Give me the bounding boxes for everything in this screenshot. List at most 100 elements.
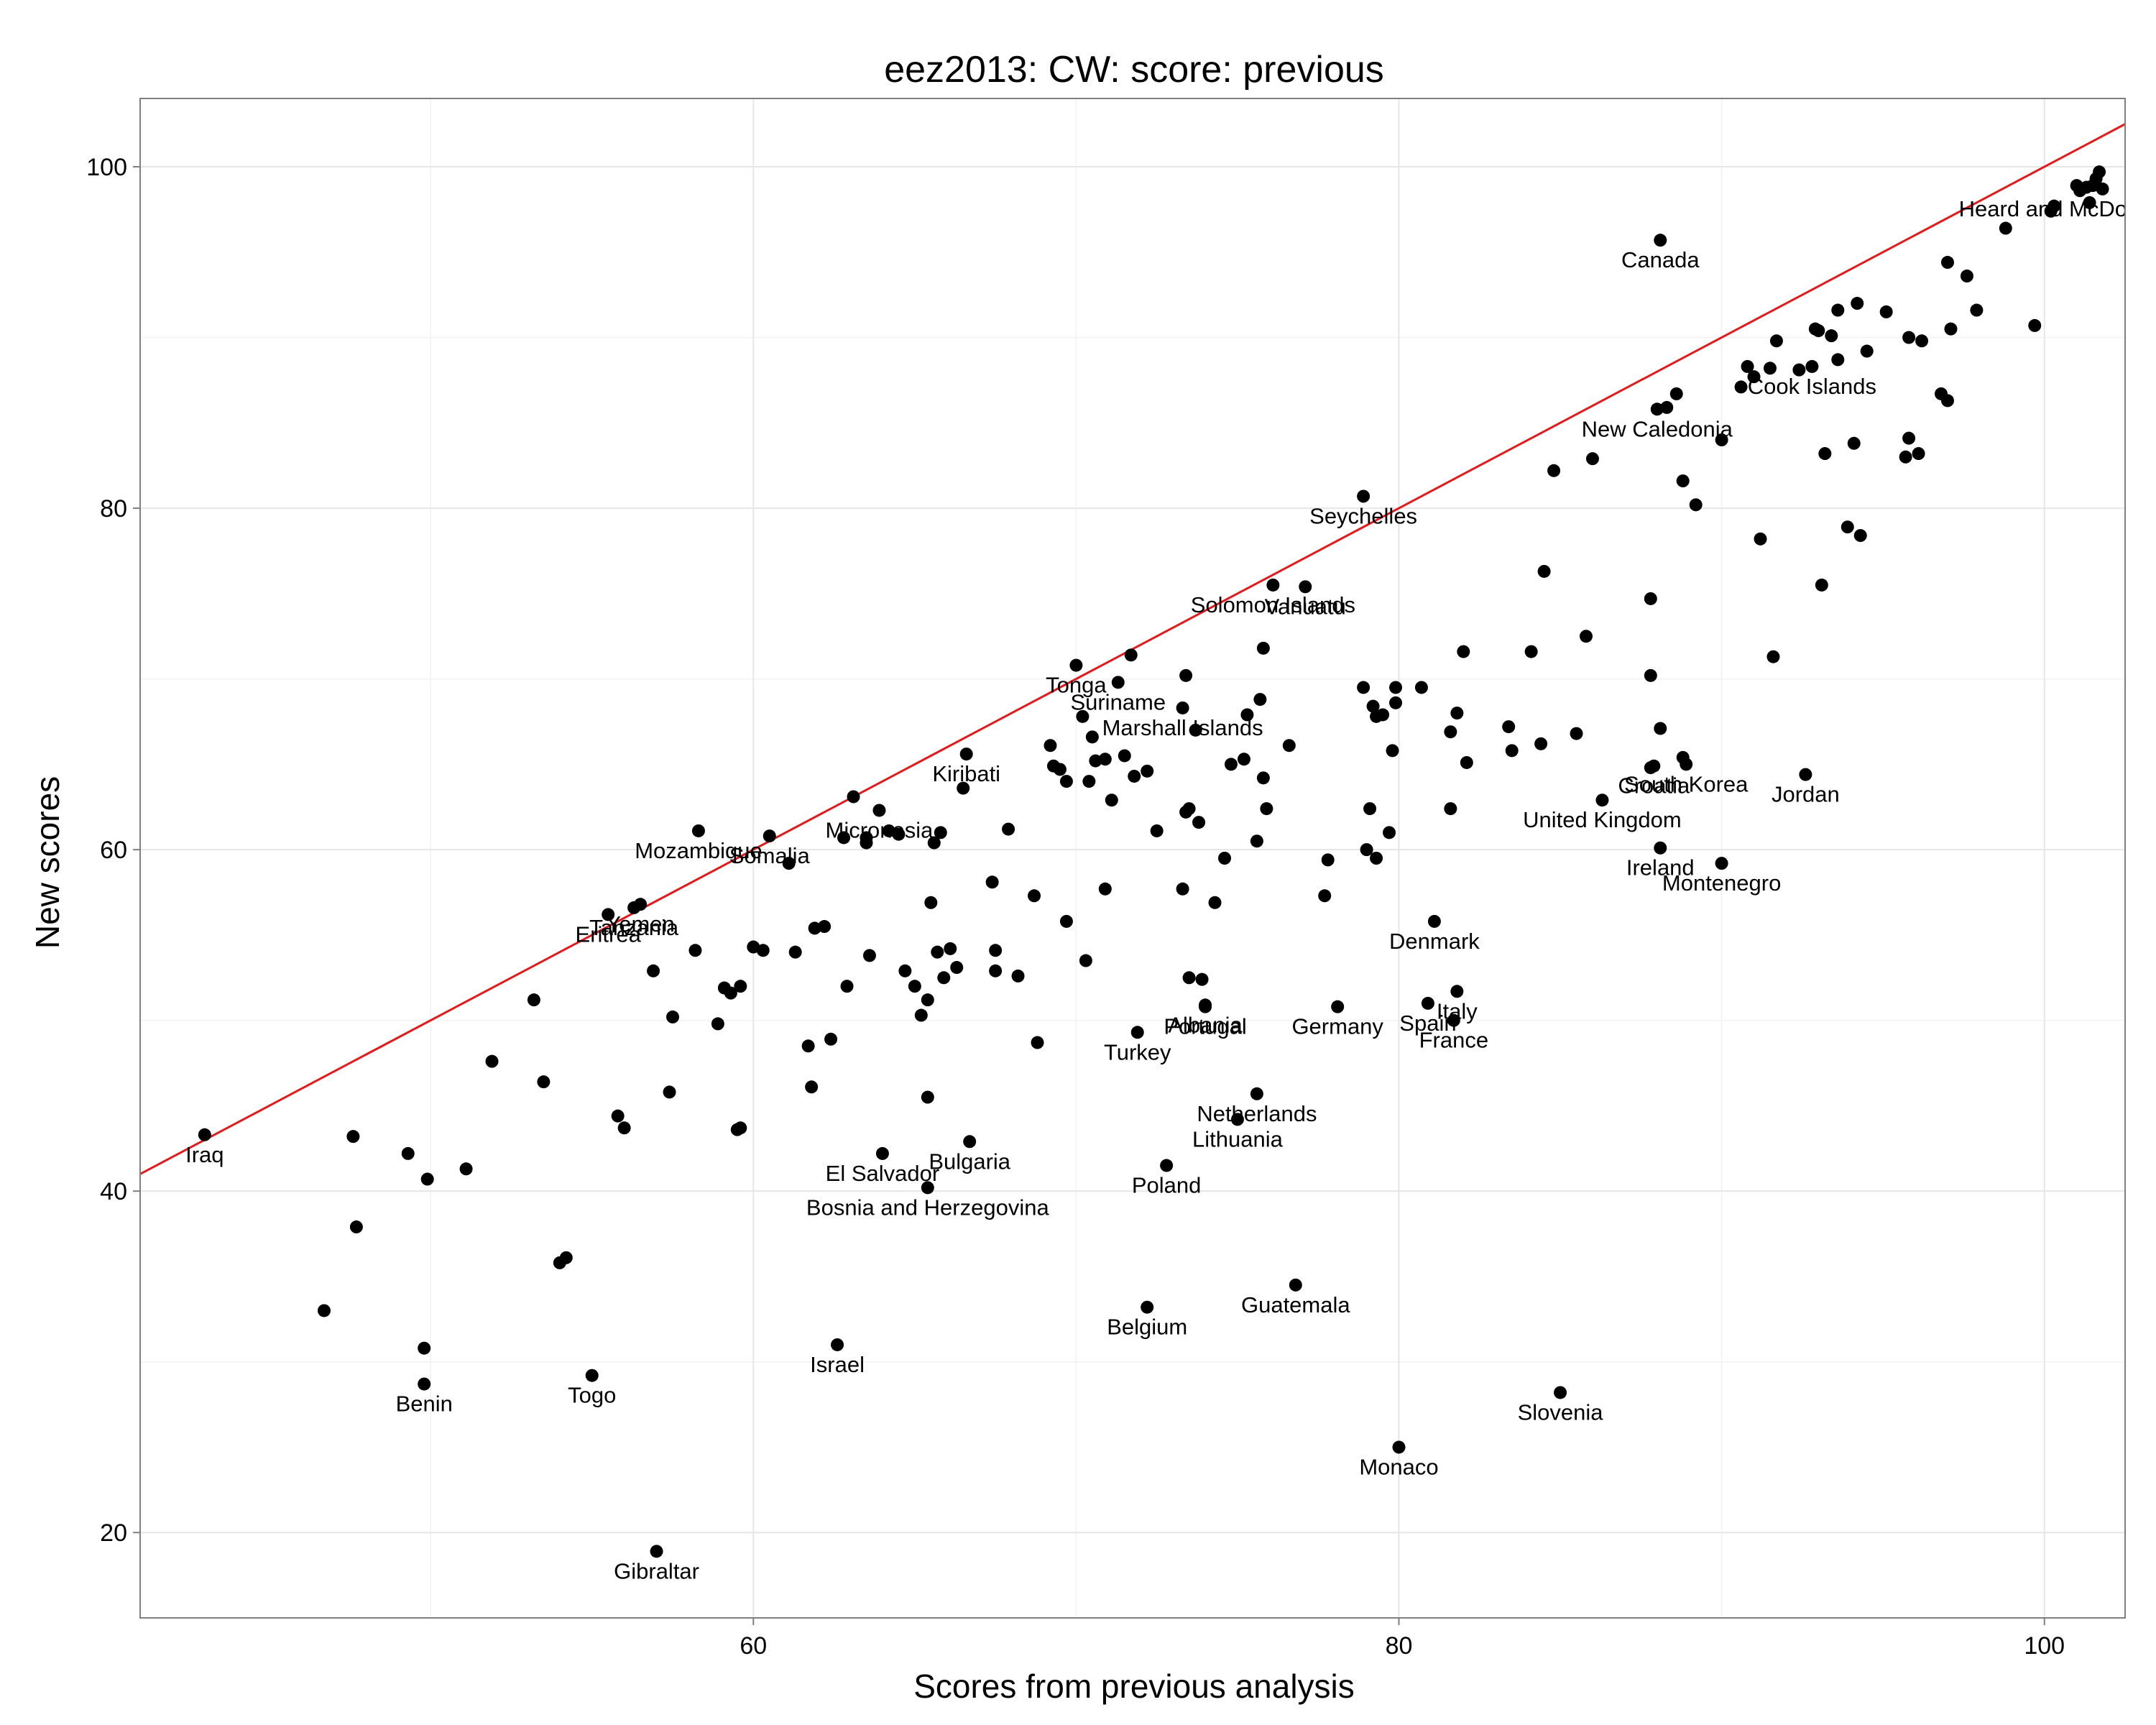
data-point (931, 945, 944, 959)
data-point (1176, 882, 1189, 896)
data-point (1676, 474, 1690, 488)
data-point (847, 790, 860, 804)
data-point (1421, 996, 1434, 1010)
data-point (782, 857, 796, 870)
data-point (756, 944, 770, 957)
data-point (602, 908, 615, 921)
data-point (634, 898, 648, 911)
data-point (1217, 852, 1231, 865)
data-point (1082, 775, 1096, 788)
data-point (957, 781, 970, 795)
data-point (1763, 362, 1777, 375)
data-point (1960, 270, 1973, 283)
data-point (611, 1109, 625, 1123)
x-tick-label: 100 (2024, 1632, 2065, 1660)
chart-title: eez2013: CW: score: previous (884, 49, 1384, 91)
data-point (1999, 221, 2012, 235)
data-point (875, 1146, 889, 1160)
data-point (1754, 532, 1767, 546)
point-label: Italy (1437, 998, 1478, 1024)
data-point (1389, 681, 1403, 694)
data-point (527, 993, 540, 1007)
point-label: Seychelles (1309, 503, 1417, 528)
data-point (1715, 433, 1728, 447)
point-label: Jordan (1772, 782, 1840, 807)
data-point (1818, 447, 1832, 461)
point-label: Spain (1399, 1011, 1456, 1036)
data-point (1660, 400, 1674, 414)
point-label: Canada (1621, 247, 1700, 272)
point-label: Kiribati (932, 761, 1000, 786)
point-label: Heard and McDonald Islands (1959, 196, 2156, 221)
data-point (805, 1080, 819, 1094)
data-point (908, 980, 921, 993)
data-point (1734, 380, 1748, 394)
data-point (1853, 529, 1867, 543)
data-point (1970, 303, 1984, 317)
point-label: Gibraltar (614, 1558, 699, 1583)
data-point (1237, 753, 1250, 766)
data-point (1460, 755, 1473, 769)
data-point (927, 836, 941, 850)
data-point (1085, 730, 1099, 744)
point-label: Bosnia and Herzegovina (806, 1195, 1050, 1220)
data-point (585, 1368, 599, 1382)
x-tick-label: 80 (1386, 1632, 1413, 1660)
plot-panel (140, 98, 2125, 1618)
point-label: Germany (1291, 1014, 1383, 1039)
data-point (688, 944, 702, 957)
point-label: El Salvador (826, 1161, 940, 1186)
data-point (1654, 841, 1667, 855)
data-point (537, 1075, 550, 1089)
data-point (1647, 759, 1661, 773)
data-point (1192, 816, 1206, 829)
data-point (989, 944, 1003, 957)
point-label: Lithuania (1192, 1126, 1284, 1151)
point-label: Netherlands (1197, 1101, 1317, 1126)
data-point (1940, 256, 1954, 270)
data-point (1240, 708, 1254, 722)
data-point (985, 875, 999, 889)
data-point (1370, 852, 1383, 865)
data-point (1644, 668, 1657, 682)
data-point (1318, 889, 1332, 903)
point-label: Guatemala (1241, 1292, 1350, 1317)
data-point (1250, 1087, 1263, 1100)
y-tick-label: 80 (100, 495, 127, 523)
data-point (1299, 580, 1312, 594)
data-point (914, 1008, 928, 1022)
data-point (1150, 824, 1164, 837)
data-point (1912, 447, 1925, 461)
data-point (1069, 658, 1083, 672)
data-point (2093, 165, 2106, 179)
data-point (1002, 822, 1015, 836)
data-point (1537, 564, 1551, 578)
data-point (724, 986, 737, 1000)
data-point (1831, 353, 1845, 367)
data-point (559, 1251, 573, 1264)
data-point (1011, 969, 1025, 983)
data-point (1579, 630, 1593, 643)
data-point (711, 1017, 724, 1031)
data-point (1450, 985, 1464, 998)
point-label: Denmark (1389, 929, 1480, 954)
point-label: Belgium (1107, 1315, 1187, 1340)
data-point (1076, 709, 1089, 723)
data-point (418, 1341, 431, 1355)
point-label: Slovenia (1518, 1399, 1604, 1425)
data-point (862, 949, 876, 962)
data-point (1260, 802, 1273, 816)
data-point (921, 993, 934, 1007)
data-point (420, 1172, 434, 1186)
y-tick-label: 100 (86, 154, 127, 181)
data-point (921, 1181, 934, 1195)
data-point (808, 921, 821, 935)
point-label: Solomon Islands (1191, 592, 1355, 617)
data-point (818, 920, 831, 934)
point-label: Benin (396, 1392, 453, 1417)
data-point (1031, 1036, 1044, 1049)
data-point (898, 964, 912, 978)
data-point (1179, 668, 1193, 682)
data-point (1534, 737, 1548, 750)
data-point (1444, 725, 1457, 739)
